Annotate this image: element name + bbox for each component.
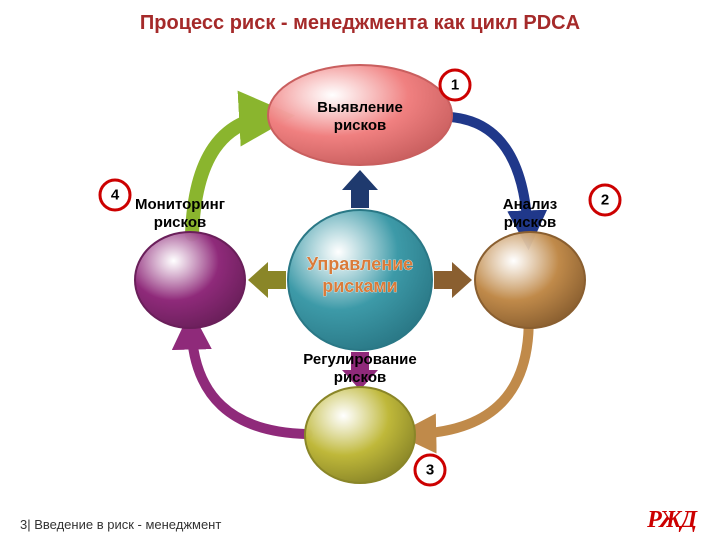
inner-arrow [342,170,378,208]
node-bottom [305,387,415,483]
outer-arrow [447,117,528,235]
outer-arrow [192,117,273,235]
logo: РЖД [647,507,696,534]
center-node [288,210,432,350]
slide-title: Процесс риск - менеджмента как цикл PDCA [0,12,720,35]
slide: Процесс риск - менеджмента как цикл PDCA… [0,0,720,540]
inner-arrow [342,352,378,390]
step-number: 1 [451,77,459,94]
slide-footer: 3| Введение в риск - менеджмент [20,517,221,532]
node-right [475,232,585,328]
pdca-diagram: УправлениерискамиВыявлениерисковАнализри… [60,50,660,510]
step-number: 2 [601,192,609,209]
outer-arrow [412,326,528,434]
node-top [268,65,452,165]
diagram-stage: УправлениерискамиВыявлениерисковАнализри… [60,50,660,510]
outer-arrow [191,326,307,434]
inner-arrow [248,262,286,298]
step-number: 4 [111,187,120,204]
node-label-left: Мониторингрисков [135,196,225,231]
step-number: 3 [426,462,434,479]
node-left [135,232,245,328]
inner-arrow [434,262,472,298]
